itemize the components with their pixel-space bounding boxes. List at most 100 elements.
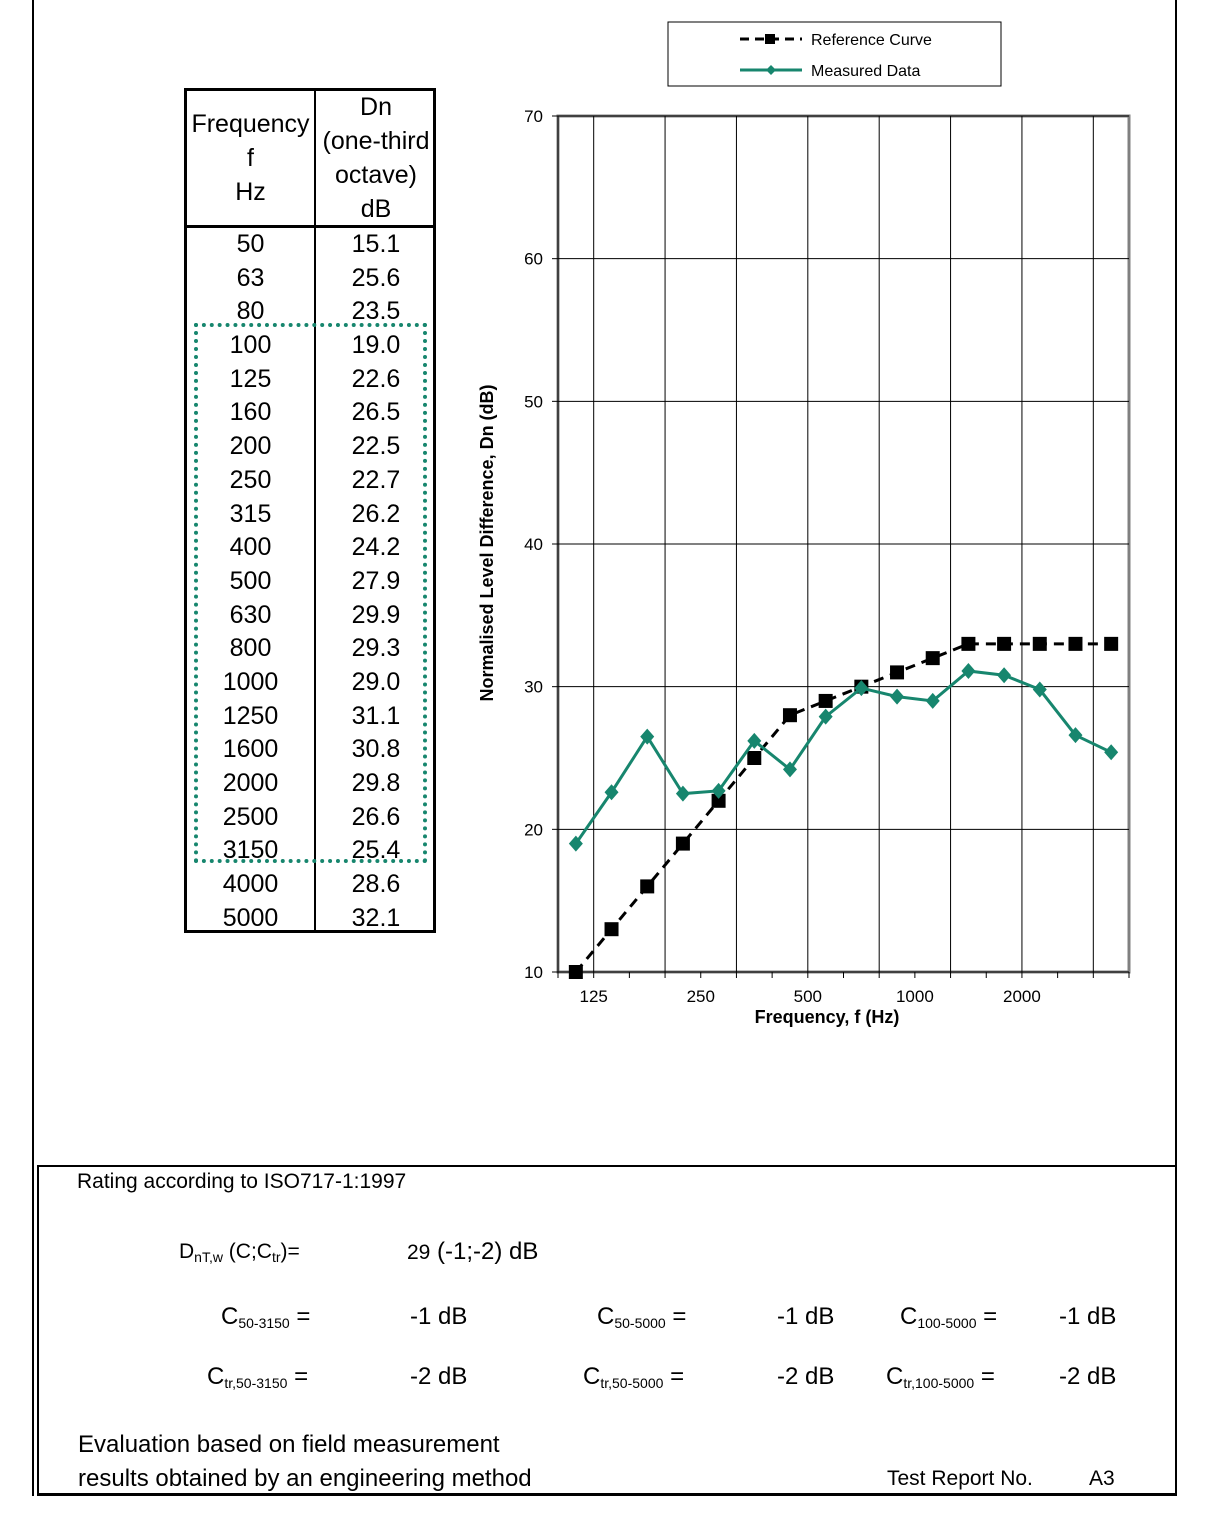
reference-curve-point (711, 793, 726, 808)
table-row: 630 29.9 (187, 599, 433, 633)
frequency-cell: 2500 (222, 802, 279, 831)
reference-curve-point (640, 879, 655, 894)
dn-cell: 23.5 (351, 297, 401, 326)
rating-box: Rating according to ISO717-1:1997 DnT,w … (37, 1165, 1177, 1496)
table-row: 2000 29.8 (187, 767, 433, 801)
reference-curve-point (818, 693, 833, 708)
legend-measured-marker (766, 65, 776, 75)
measured-data-point (1032, 681, 1047, 698)
x-tick-label: 250 (687, 987, 715, 1006)
frequency-cell: 100 (229, 331, 272, 360)
ctr-50-3150-label: Ctr,50-3150 = (207, 1363, 308, 1391)
dn-cell: 22.7 (351, 465, 401, 494)
frequency-cell: 4000 (222, 870, 279, 899)
table-row: 63 25.6 (187, 262, 433, 296)
frequency-cell: 200 (229, 432, 272, 461)
c-symbol: C (886, 1363, 904, 1390)
y-tick-label: 30 (524, 678, 543, 697)
frequency-cell: 80 (236, 297, 265, 326)
reference-curve-point (890, 665, 905, 680)
dn-cell: 26.5 (351, 398, 401, 427)
legend-box (667, 21, 1002, 87)
c-50-5000-value: -1 dB (777, 1303, 835, 1330)
c-subscript: 50-3150 (238, 1315, 290, 1331)
dn-cell: 24.2 (351, 533, 401, 562)
dntw-value: 29 (-1;-2) dB (407, 1238, 538, 1266)
measured-data-point (997, 667, 1012, 684)
header-dn: Dn (one-third octave) dB (316, 91, 436, 225)
dn-cell: 27.9 (351, 566, 401, 595)
header-dn-line: dB (360, 195, 392, 223)
reference-curve-point (925, 651, 940, 666)
dn-cell: 29.0 (351, 667, 401, 696)
dn-cell: 26.6 (351, 802, 401, 831)
measured-data-point (1068, 727, 1083, 744)
reference-curve-point (747, 751, 762, 765)
reference-curve-point (782, 708, 797, 723)
level-difference-chart: Reference Curve Measured Data 10 20 30 40 50… (477, 21, 1131, 1027)
x-tick-label: 125 (580, 987, 608, 1006)
measured-data-point (925, 692, 940, 709)
equals-sign: = (974, 1363, 995, 1390)
x-axis-label: Frequency, f (Hz) (755, 1007, 900, 1027)
header-frequency-line: f (247, 144, 254, 172)
evaluation-note-line1: Evaluation based on field measurement (78, 1431, 500, 1458)
c-symbol: C (597, 1303, 615, 1330)
c-subscript: 100-5000 (917, 1315, 977, 1331)
dn-cell: 15.1 (351, 230, 401, 258)
measured-data-point (711, 782, 726, 799)
table-row: 100 19.0 (187, 329, 433, 363)
frequency-cell: 2000 (222, 769, 279, 797)
dn-cell: 29.9 (351, 600, 401, 629)
ctr-50-3150-value: -2 dB (410, 1363, 468, 1390)
frequency-cell: 1250 (222, 701, 279, 730)
dntw-subscript: nT,w (194, 1249, 223, 1265)
header-dn-line: octave) (335, 161, 417, 189)
c-symbol: C (900, 1303, 918, 1330)
y-tick-label: 10 (524, 963, 543, 982)
chart-grid (556, 114, 1131, 978)
c-subscript: tr,100-5000 (903, 1375, 975, 1391)
frequency-cell: 800 (229, 634, 272, 663)
table-body: 50 15.1 63 25.6 80 23.5 100 19.0 125 22.6 160 26.5 2… (187, 228, 433, 935)
frequency-cell: 50 (236, 230, 265, 258)
x-tick-label: 2000 (1003, 987, 1041, 1006)
table-row: 1600 30.8 (187, 733, 433, 767)
table-header-divider (187, 225, 433, 228)
table-row: 1000 29.0 (187, 666, 433, 700)
dntw-number: 29 (407, 1241, 431, 1264)
dn-cell: 30.8 (351, 735, 401, 764)
dn-cell: 22.6 (351, 364, 401, 393)
c-symbol: C (207, 1363, 225, 1390)
c-symbol: C (221, 1303, 239, 1330)
legend-reference-marker (765, 34, 775, 44)
page-frame-right (1175, 0, 1177, 1496)
dn-cell: 29.8 (351, 769, 401, 797)
measured-data-point (675, 785, 690, 802)
dn-cell: 19.0 (351, 331, 401, 360)
legend-reference-label: Reference Curve (811, 32, 932, 49)
dn-cell: 22.5 (351, 432, 401, 461)
table-row: 800 29.3 (187, 632, 433, 666)
dntw-label: DnT,w (C;Ctr)= (179, 1240, 300, 1265)
c-50-5000-label: C50-5000 = (597, 1303, 686, 1331)
page-frame-left (32, 0, 34, 1496)
ctr-50-5000-value: -2 dB (777, 1363, 835, 1390)
dntw-paren-subscript: tr (271, 1249, 281, 1265)
c-50-3150-value: -1 dB (410, 1303, 468, 1330)
header-frequency-line: Frequency (191, 110, 310, 138)
evaluation-range-box (194, 323, 427, 863)
evaluation-note-line2: results obtained by an engineering metho… (78, 1465, 532, 1492)
reference-curve-point (1068, 636, 1083, 651)
equals-sign: = (976, 1303, 998, 1330)
c-100-5000-value: -1 dB (1059, 1303, 1117, 1330)
y-axis-label: Normalised Level Difference, Dn (dB) (477, 384, 497, 701)
c-symbol: C (583, 1363, 601, 1390)
table-row: 50 15.1 (187, 228, 433, 262)
x-tick-label: 1000 (896, 987, 934, 1006)
frequency-cell: 1000 (222, 667, 279, 696)
measured-data-series (568, 662, 1119, 852)
frequency-cell: 5000 (222, 903, 279, 932)
dn-cell: 29.3 (351, 634, 401, 663)
measured-data-point (640, 728, 655, 745)
